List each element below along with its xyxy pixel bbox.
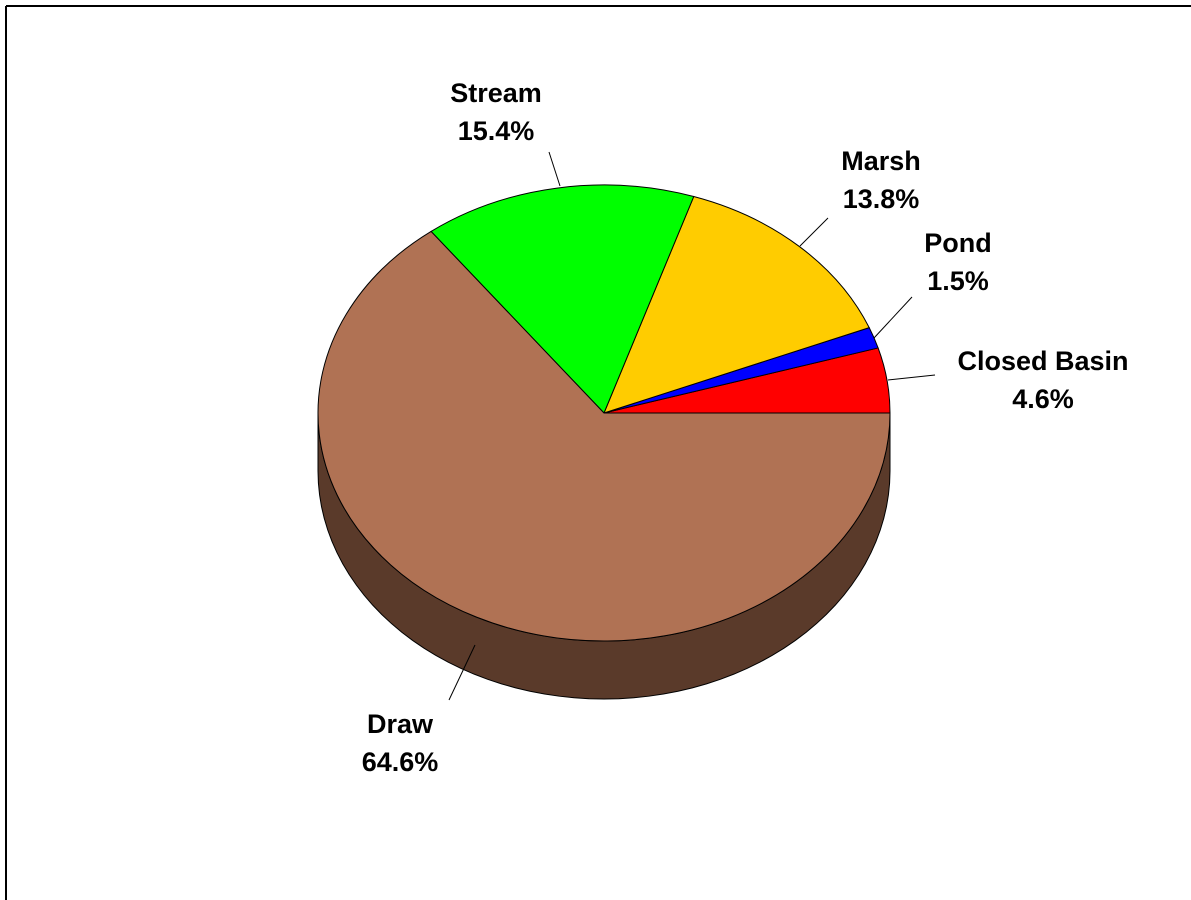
slice-name-label-closed-basin: Closed Basin xyxy=(957,346,1128,376)
slice-name-label-marsh: Marsh xyxy=(841,146,921,176)
slice-value-label-draw: 64.6% xyxy=(362,747,439,777)
leader-line-pond xyxy=(873,296,913,339)
leader-line-stream xyxy=(548,151,561,187)
slice-value-label-stream: 15.4% xyxy=(458,116,535,146)
leader-line-draw xyxy=(448,644,476,701)
slice-name-label-stream: Stream xyxy=(450,78,542,108)
pie-slice-stream xyxy=(430,184,695,414)
leader-line-marsh xyxy=(799,217,829,247)
pie-slice-marsh xyxy=(603,195,870,414)
pie-leaders xyxy=(448,151,936,701)
slice-name-label-pond: Pond xyxy=(924,228,992,258)
pie-slice-draw xyxy=(317,230,891,642)
slice-value-label-marsh: 13.8% xyxy=(843,184,920,214)
slice-value-label-pond: 1.5% xyxy=(927,266,989,296)
slice-name-label-draw: Draw xyxy=(367,709,434,739)
slice-value-label-closed-basin: 4.6% xyxy=(1012,384,1074,414)
pie-top xyxy=(317,184,891,642)
pie-labels: Closed Basin 4.6% Pond 1.5% Marsh 13.8% Stream… xyxy=(362,78,1129,777)
leader-line-closed-basin xyxy=(887,374,936,381)
